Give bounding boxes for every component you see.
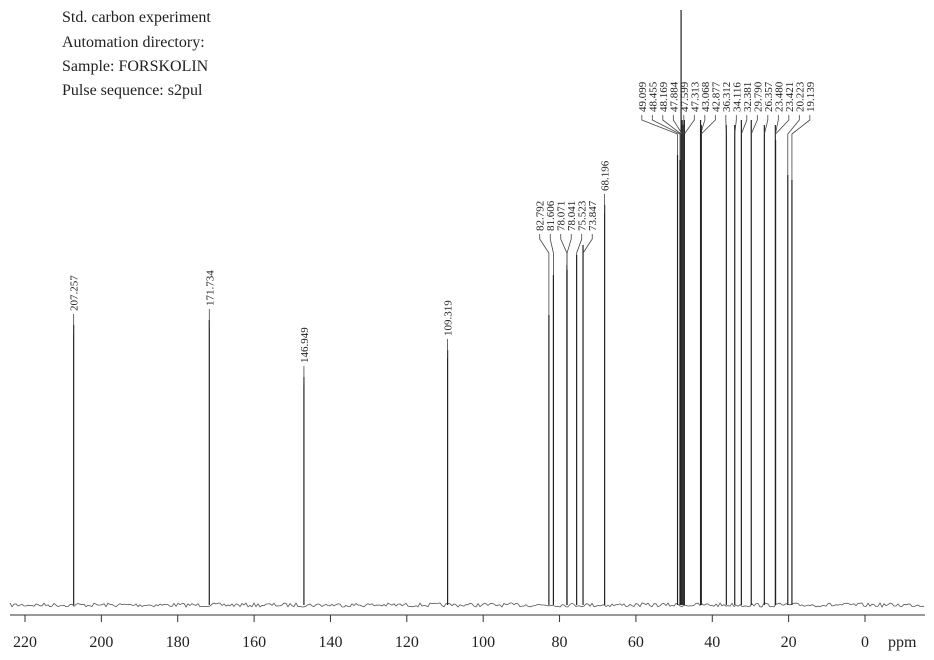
peak-label: 23.421 [784, 82, 796, 112]
peak-leader [763, 115, 769, 135]
peak-leader [549, 234, 554, 275]
peak-label: 29.790 [752, 81, 764, 112]
annotation: Sample: FORSKOLIN [62, 58, 209, 75]
peak-label: 47.599 [679, 81, 691, 112]
peak-label: 20.223 [794, 81, 806, 112]
peak-label: 78.041 [566, 201, 578, 231]
peak-label: 49.099 [637, 81, 649, 112]
x-tick-label: 20 [781, 634, 797, 651]
x-tick-label: 180 [166, 634, 190, 651]
peak-label: 23.480 [773, 81, 785, 112]
x-tick-label: 40 [704, 634, 720, 651]
peak-label: 146.949 [299, 327, 311, 363]
peak-leader [576, 234, 583, 255]
peak-label: 75.523 [577, 200, 589, 231]
peak-label: 47.884 [668, 81, 680, 112]
annotation: Automation directory: [62, 34, 205, 51]
peak-label: 34.116 [731, 82, 743, 112]
x-tick-label: 80 [552, 634, 568, 651]
x-tick-label: 140 [318, 634, 342, 651]
x-tick-label: 60 [628, 634, 644, 651]
x-tick-label: 220 [13, 634, 37, 651]
peak-leader [740, 115, 748, 135]
peak-leader [701, 115, 716, 135]
peak-label: 32.381 [742, 82, 754, 112]
peak-leader [791, 115, 811, 180]
peak-leader [774, 115, 779, 135]
peak-leader [700, 115, 706, 135]
x-tick-label: 200 [89, 634, 113, 651]
peak-label: 207.257 [69, 275, 81, 311]
x-tick-label: 160 [242, 634, 266, 651]
peak-label: 68.196 [600, 160, 612, 191]
peak-label: 47.313 [689, 81, 701, 112]
peak-label: 78.071 [556, 201, 568, 231]
x-axis-label: ppm [888, 634, 917, 651]
peak-label: 19.139 [805, 81, 817, 112]
peak-label: 26.357 [763, 81, 775, 112]
peak-label: 36.312 [721, 82, 733, 112]
peak-label: 81.606 [545, 200, 557, 231]
peak-leader [539, 234, 550, 315]
peak-leader [672, 115, 683, 135]
peak-leader [641, 115, 678, 155]
peak-label: 109.319 [443, 300, 455, 336]
peak-leader [725, 115, 727, 135]
peak-leader [566, 234, 572, 270]
annotation: Pulse sequence: s2pul [62, 82, 203, 99]
peak-leader [662, 115, 682, 135]
x-tick-label: 100 [471, 634, 495, 651]
peak-leader [560, 234, 568, 265]
baseline-noise [9, 602, 924, 608]
peak-label: 42.877 [710, 81, 722, 112]
peak-leader [734, 115, 737, 135]
peak-label: 48.455 [647, 81, 659, 112]
peak-label: 73.847 [587, 200, 599, 231]
peak-label: 43.068 [700, 81, 712, 112]
peak-leader [582, 234, 593, 254]
peak-label: 82.792 [535, 201, 547, 231]
peak-leader [684, 115, 695, 135]
peak-label: 171.734 [204, 270, 216, 306]
peak-label: 48.169 [658, 81, 670, 112]
x-tick-label: 0 [861, 634, 869, 651]
x-tick-label: 120 [395, 634, 419, 651]
peak-leader [750, 115, 758, 135]
peak-leader [787, 115, 800, 175]
peak-leader [775, 115, 790, 140]
peak-leader [682, 115, 685, 135]
annotation: Std. carbon experiment [62, 9, 211, 26]
peak-leader [651, 115, 681, 160]
